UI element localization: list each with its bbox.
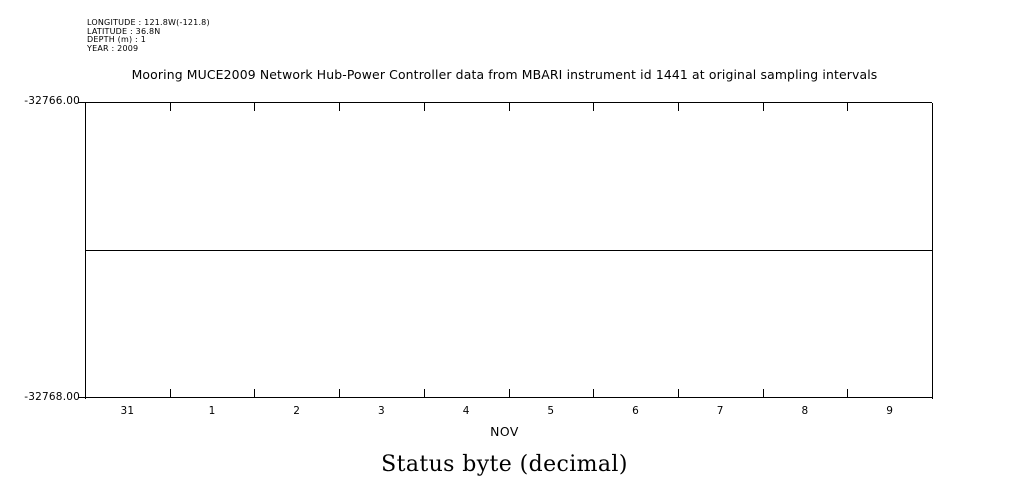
bottom-caption: Status byte (decimal): [381, 452, 628, 477]
x-tick-label: 9: [886, 405, 894, 417]
metadata-year: YEAR : 2009: [87, 43, 139, 53]
x-tick-label: 2: [293, 405, 301, 417]
x-tick-label: 31: [120, 405, 135, 417]
metadata-longitude: LONGITUDE : 121.8W(-121.8): [87, 18, 210, 27]
y-tick-mark-bottom: [78, 397, 87, 398]
metadata-depth: DEPTH (m) : 1: [87, 35, 146, 45]
x-tick-mark-top: [254, 102, 256, 111]
x-tick-label: 6: [632, 405, 639, 417]
x-tick-mark-top: [423, 102, 425, 111]
x-tick-mark-top: [593, 102, 595, 111]
y-tick-label-bottom: -32768.00: [24, 391, 80, 403]
metadata-block: LONGITUDE : 121.8W(-121.8) LATITUDE : 36…: [87, 18, 210, 53]
y-axis-spine-right: [932, 103, 933, 399]
x-tick-mark-bottom: [423, 389, 425, 398]
x-tick-label: 7: [716, 405, 724, 417]
y-axis: -32766.00 -32768.00: [0, 0, 87, 504]
x-tick-label: 1: [208, 405, 216, 417]
data-series-line: [85, 250, 932, 251]
chart-title: Mooring MUCE2009 Network Hub-Power Contr…: [131, 67, 878, 82]
x-tick-mark-top: [169, 102, 171, 111]
x-tick-label: 4: [462, 405, 470, 417]
x-tick-label: 8: [801, 405, 809, 417]
x-tick-mark-bottom: [508, 389, 510, 398]
x-tick-mark-bottom: [254, 389, 256, 398]
x-tick-mark-top: [677, 102, 679, 111]
y-tick-mark-top: [78, 102, 87, 103]
x-tick-mark-top: [508, 102, 510, 111]
x-tick-mark-bottom: [677, 389, 679, 398]
x-tick-mark-bottom: [762, 389, 764, 398]
x-axis-label: NOV: [490, 424, 519, 439]
x-tick-mark-top: [847, 102, 849, 111]
x-tick-mark-top: [339, 102, 341, 111]
y-axis-spine-left: [85, 103, 86, 399]
x-tick-label: 3: [377, 405, 385, 417]
x-tick-mark-bottom: [339, 389, 341, 398]
x-tick-mark-bottom: [593, 389, 595, 398]
x-tick-mark-top: [762, 102, 764, 111]
x-tick-label: 5: [547, 405, 555, 417]
plot-area: [85, 102, 933, 399]
x-tick-mark-bottom: [847, 389, 849, 398]
y-tick-label-top: -32766.00: [24, 95, 80, 107]
x-tick-mark-bottom: [169, 389, 171, 398]
metadata-latitude: LATITUDE : 36.8N: [87, 26, 161, 36]
